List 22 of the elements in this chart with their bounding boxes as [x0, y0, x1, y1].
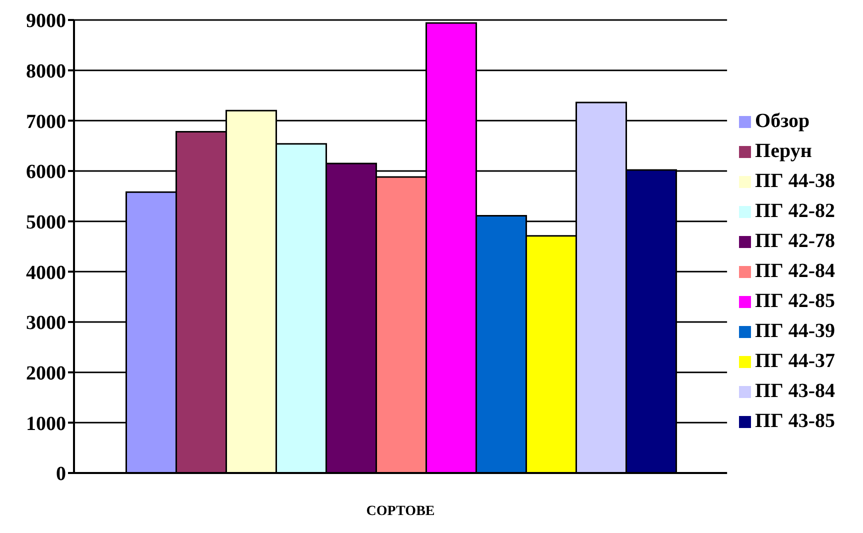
- legend-label: ПГ 44-38: [755, 170, 835, 192]
- legend-label: ПГ 43-85: [755, 410, 835, 432]
- y-tick-label: 3000: [26, 312, 66, 334]
- y-tick-label: 8000: [26, 60, 66, 82]
- legend-label: Обзор: [755, 110, 810, 132]
- y-tick-label: 6000: [26, 161, 66, 184]
- legend-label: ПГ 44-37: [755, 350, 835, 372]
- legend-label: ПГ 42-82: [755, 200, 835, 222]
- y-tick-label: 5000: [26, 211, 66, 234]
- y-tick-label: 0: [56, 463, 66, 486]
- x-axis-title: СОРТОВЕ: [366, 504, 435, 519]
- legend-label: ПГ 42-78: [755, 230, 835, 252]
- y-tick-label: 7000: [26, 110, 66, 133]
- legend-label: ПГ 42-84: [755, 260, 835, 282]
- y-tick-label: 4000: [26, 262, 66, 284]
- y-tick-label: 9000: [26, 10, 66, 32]
- legend-label: Перун: [755, 140, 812, 162]
- y-tick-label: 2000: [26, 362, 66, 384]
- legend-label: ПГ 42-85: [755, 290, 835, 312]
- y-tick-label: 1000: [26, 412, 66, 435]
- legend-label: ПГ 44-39: [755, 320, 835, 342]
- legend-label: ПГ 43-84: [755, 380, 835, 402]
